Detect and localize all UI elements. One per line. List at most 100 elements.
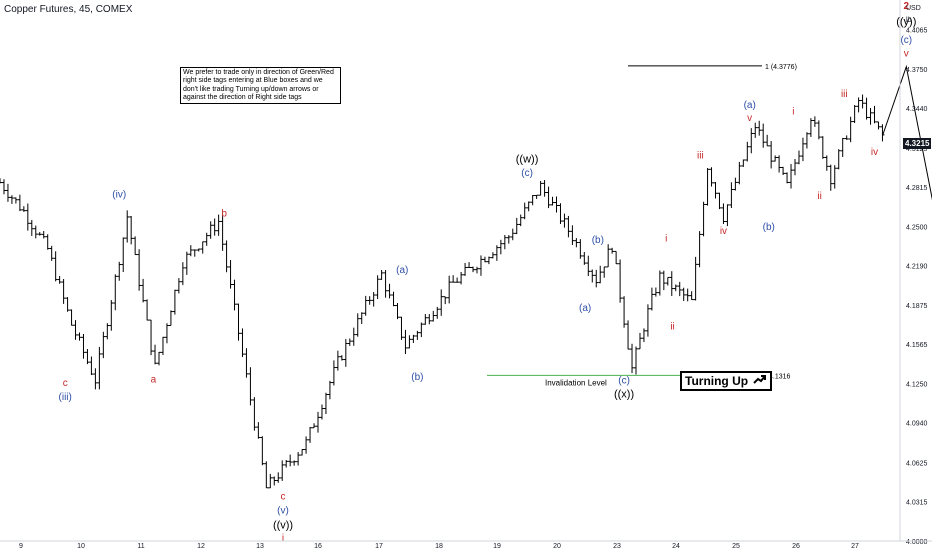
ohlc-bar xyxy=(610,247,615,254)
ohlc-bar xyxy=(180,262,185,286)
y-tick-label: 4.3125 xyxy=(906,146,928,153)
ohlc-bar xyxy=(749,128,754,154)
ohlc-bar xyxy=(713,182,718,199)
wave-label: (b) xyxy=(592,235,604,246)
ohlc-bar xyxy=(570,225,575,246)
ohlc-bar xyxy=(630,343,635,374)
ohlc-bar xyxy=(331,360,336,386)
x-tick-label: 11 xyxy=(137,543,144,550)
ohlc-bar xyxy=(777,155,782,173)
ohlc-bar xyxy=(808,118,813,137)
ohlc-bar xyxy=(737,161,742,185)
ohlc-bar xyxy=(546,186,551,209)
ohlc-bar xyxy=(506,235,511,244)
ohlc-bar xyxy=(478,255,483,276)
ohlc-bar xyxy=(387,283,392,299)
ohlc-bar xyxy=(240,328,245,358)
trend-up-arrow-icon xyxy=(753,374,767,388)
ohlc-bar xyxy=(840,137,845,157)
ohlc-bar xyxy=(753,122,758,138)
ohlc-bar xyxy=(208,221,213,239)
wave-label: v xyxy=(747,113,752,124)
ohlc-bar xyxy=(649,287,654,311)
ohlc-bar xyxy=(304,436,309,454)
ohlc-bar xyxy=(37,232,42,236)
y-tick-label: 4.1250 xyxy=(906,382,928,389)
ohlc-bar xyxy=(451,275,456,283)
ohlc-bar xyxy=(594,269,599,288)
ohlc-bar xyxy=(657,270,662,296)
ohlc-bar xyxy=(729,182,734,208)
wave-label: iii xyxy=(697,151,704,162)
x-tick-label: 27 xyxy=(851,543,859,550)
turning-up-label: Turning Up xyxy=(685,374,749,388)
ohlc-bar xyxy=(367,296,372,305)
wave-label: ((v)) xyxy=(273,519,293,531)
ohlc-bar xyxy=(41,231,46,239)
ohlc-bar xyxy=(149,319,154,356)
wave-label: 2 xyxy=(904,1,910,12)
wave-label: i xyxy=(282,533,284,544)
ohlc-bar xyxy=(709,167,714,187)
ohlc-bar xyxy=(530,195,535,206)
ohlc-bar xyxy=(498,239,503,255)
ohlc-bar xyxy=(800,137,805,162)
ohlc-bar xyxy=(765,134,770,147)
ohlc-bar xyxy=(188,245,193,257)
wave-label: ii xyxy=(817,191,821,202)
ohlc-bar xyxy=(1,179,6,195)
y-tick-label: 4.3440 xyxy=(906,106,928,113)
ohlc-bar xyxy=(721,203,726,224)
wave-label: a xyxy=(151,374,157,385)
ohlc-bar xyxy=(81,334,86,359)
ohlc-bar xyxy=(192,249,197,257)
ohlc-bar xyxy=(375,275,380,299)
wave-label: ((w)) xyxy=(516,153,539,165)
ohlc-bar xyxy=(0,178,2,184)
ohlc-bar xyxy=(228,260,233,289)
ohlc-bar xyxy=(773,155,778,162)
ohlc-bar xyxy=(280,460,285,481)
ohlc-bar xyxy=(574,238,579,248)
wave-label: (b) xyxy=(411,372,423,383)
ohlc-bar xyxy=(141,278,146,303)
ohlc-bar xyxy=(435,306,440,319)
ohlc-bar xyxy=(689,291,694,301)
ohlc-bar xyxy=(542,180,547,197)
ohlc-bar xyxy=(681,287,686,302)
ohlc-bar xyxy=(463,262,468,276)
ohlc-bar xyxy=(820,136,825,159)
ohlc-bar xyxy=(717,192,722,210)
ohlc-bar xyxy=(216,214,221,236)
wave-label: (c) xyxy=(521,168,533,179)
ohlc-bar xyxy=(101,331,106,359)
ohlc-bar xyxy=(482,256,487,263)
ohlc-bar xyxy=(419,322,424,338)
ohlc-bar xyxy=(872,105,877,124)
ohlc-bar xyxy=(335,350,340,371)
ohlc-bar xyxy=(29,219,34,236)
ohlc-bar xyxy=(856,97,861,113)
wave-label: i xyxy=(665,234,667,245)
ohlc-bar xyxy=(669,271,674,296)
ohlc-bar xyxy=(272,476,277,486)
ohlc-bar xyxy=(793,159,797,176)
ohlc-bar xyxy=(864,97,869,120)
ohlc-bar xyxy=(97,346,102,390)
ohlc-bar xyxy=(109,300,114,331)
ohlc-bar xyxy=(411,334,416,343)
wave-label: (a) xyxy=(744,100,756,111)
wave-label: (b) xyxy=(763,222,775,233)
ohlc-bar xyxy=(685,288,690,302)
ohlc-bar xyxy=(522,202,527,220)
ohlc-bar xyxy=(125,210,130,243)
ohlc-bar xyxy=(204,232,209,246)
ohlc-bar xyxy=(77,332,82,341)
ohlc-bar xyxy=(347,338,352,346)
x-tick-label: 9 xyxy=(19,543,23,550)
strategy-note: We prefer to trade only in direction of … xyxy=(180,67,341,105)
current-price-tag: 4.3215 xyxy=(903,138,932,149)
ohlc-bar xyxy=(45,234,50,250)
ohlc-bar xyxy=(327,380,332,400)
